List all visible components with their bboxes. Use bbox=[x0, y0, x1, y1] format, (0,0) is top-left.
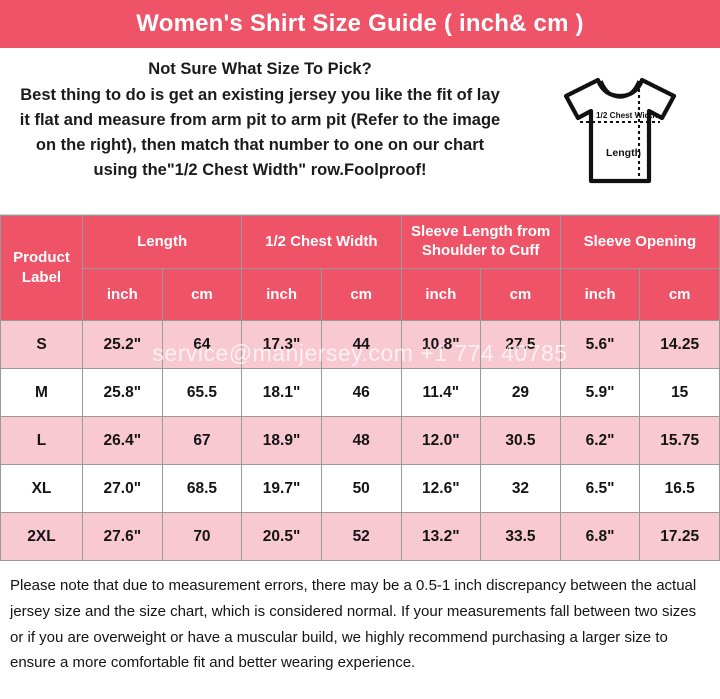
cell-opening-cm: 16.5 bbox=[639, 464, 720, 513]
header-row-units: inch cm inch cm inch cm inch cm bbox=[1, 268, 720, 321]
size-chart-table: Product Label Length 1/2 Chest Width Sle… bbox=[0, 215, 720, 561]
cell-length-cm: 67 bbox=[161, 416, 243, 465]
cell-opening-in: 6.2" bbox=[559, 416, 641, 465]
cell-sleeve-in: 13.2" bbox=[400, 512, 482, 561]
intro-body: Best thing to do is get an existing jers… bbox=[19, 85, 501, 180]
cell-chest-in: 19.7" bbox=[241, 464, 322, 513]
cell-size-label: 2XL bbox=[0, 512, 83, 561]
cell-chest-in: 17.3" bbox=[241, 320, 322, 369]
cell-size-label: XL bbox=[0, 464, 83, 513]
footer-note: Please note that due to measurement erro… bbox=[10, 577, 697, 672]
cell-sleeve-in: 10.8" bbox=[400, 320, 482, 369]
cell-sleeve-in: 12.0" bbox=[400, 416, 482, 465]
cell-chest-in: 18.1" bbox=[241, 368, 322, 417]
cell-chest-cm: 44 bbox=[320, 320, 402, 369]
cell-length-in: 27.0" bbox=[82, 464, 163, 513]
tshirt-icon: 1/2 Chest Width Length bbox=[563, 77, 677, 184]
col-header-product-label: Product Label bbox=[0, 215, 83, 321]
cell-length-in: 25.2" bbox=[82, 320, 163, 369]
cell-opening-in: 5.6" bbox=[559, 320, 641, 369]
size-chart-body: S 25.2" 64 17.3" 44 10.8" 27.5 5.6" 14.25 M 25.8" 6… bbox=[0, 320, 720, 561]
table-row: L 26.4" 67 18.9" 48 12.0" 30.5 6.2" 15.75 bbox=[0, 416, 720, 465]
cell-length-cm: 68.5 bbox=[161, 464, 243, 513]
unit-header-opening-cm: cm bbox=[639, 268, 720, 321]
table-row: XL 27.0" 68.5 19.7" 50 12.6" 32 6.5" 16.5 bbox=[0, 464, 720, 513]
cell-length-in: 26.4" bbox=[82, 416, 163, 465]
page-title-bar: Women's Shirt Size Guide ( inch& cm ) bbox=[0, 0, 720, 48]
col-group-sleeve-length: Sleeve Length from Shoulder to Cuff bbox=[400, 215, 561, 269]
size-chart-head: Product Label Length 1/2 Chest Width Sle… bbox=[0, 215, 720, 321]
cell-size-label: S bbox=[0, 320, 83, 369]
cell-opening-cm: 15.75 bbox=[639, 416, 720, 465]
table-row: 2XL 27.6" 70 20.5" 52 13.2" 33.5 6.8" 17.25 bbox=[0, 512, 720, 561]
cell-sleeve-in: 11.4" bbox=[400, 368, 482, 417]
chest-measure-label: 1/2 Chest Width bbox=[596, 111, 657, 120]
cell-length-cm: 70 bbox=[161, 512, 243, 561]
cell-sleeve-cm: 32 bbox=[480, 464, 561, 513]
unit-header-chest-inch: inch bbox=[241, 268, 322, 321]
cell-opening-in: 5.9" bbox=[559, 368, 641, 417]
page-title: Women's Shirt Size Guide ( inch& cm ) bbox=[136, 10, 584, 37]
tshirt-figure: 1/2 Chest Width Length bbox=[520, 48, 720, 214]
table-row: M 25.8" 65.5 18.1" 46 11.4" 29 5.9" 15 bbox=[0, 368, 720, 417]
unit-header-chest-cm: cm bbox=[320, 268, 402, 321]
cell-sleeve-cm: 27.5 bbox=[480, 320, 561, 369]
header-row-groups: Product Label Length 1/2 Chest Width Sle… bbox=[0, 215, 720, 321]
cell-opening-in: 6.8" bbox=[559, 512, 641, 561]
cell-sleeve-cm: 30.5 bbox=[480, 416, 561, 465]
cell-sleeve-in: 12.6" bbox=[400, 464, 482, 513]
cell-opening-in: 6.5" bbox=[559, 464, 641, 513]
unit-header-opening-inch: inch bbox=[559, 268, 641, 321]
cell-chest-cm: 46 bbox=[320, 368, 402, 417]
cell-length-in: 25.8" bbox=[82, 368, 163, 417]
cell-sleeve-cm: 33.5 bbox=[480, 512, 561, 561]
cell-size-label: M bbox=[0, 368, 83, 417]
col-group-length: Length bbox=[81, 215, 243, 269]
cell-chest-cm: 52 bbox=[320, 512, 402, 561]
cell-chest-in: 18.9" bbox=[241, 416, 322, 465]
cell-opening-cm: 15 bbox=[639, 368, 720, 417]
cell-opening-cm: 17.25 bbox=[639, 512, 720, 561]
cell-sleeve-cm: 29 bbox=[480, 368, 561, 417]
intro-section: Not Sure What Size To Pick? Best thing t… bbox=[0, 48, 720, 215]
cell-chest-cm: 50 bbox=[320, 464, 402, 513]
table-row: S 25.2" 64 17.3" 44 10.8" 27.5 5.6" 14.25 bbox=[0, 320, 720, 369]
col-group-chest-width: 1/2 Chest Width bbox=[241, 215, 402, 269]
cell-length-cm: 64 bbox=[161, 320, 243, 369]
intro-heading: Not Sure What Size To Pick? bbox=[148, 60, 372, 78]
cell-chest-cm: 48 bbox=[320, 416, 402, 465]
unit-header-sleeve-cm: cm bbox=[480, 268, 561, 321]
unit-header-length-inch: inch bbox=[82, 268, 163, 321]
cell-chest-in: 20.5" bbox=[241, 512, 322, 561]
intro-copy: Not Sure What Size To Pick? Best thing t… bbox=[0, 48, 520, 214]
unit-header-sleeve-inch: inch bbox=[400, 268, 482, 321]
unit-header-length-cm: cm bbox=[161, 268, 243, 321]
length-measure-label: Length bbox=[606, 147, 641, 159]
cell-length-in: 27.6" bbox=[82, 512, 163, 561]
cell-size-label: L bbox=[0, 416, 83, 465]
cell-length-cm: 65.5 bbox=[161, 368, 243, 417]
cell-opening-cm: 14.25 bbox=[639, 320, 720, 369]
col-group-sleeve-opening: Sleeve Opening bbox=[559, 215, 720, 269]
